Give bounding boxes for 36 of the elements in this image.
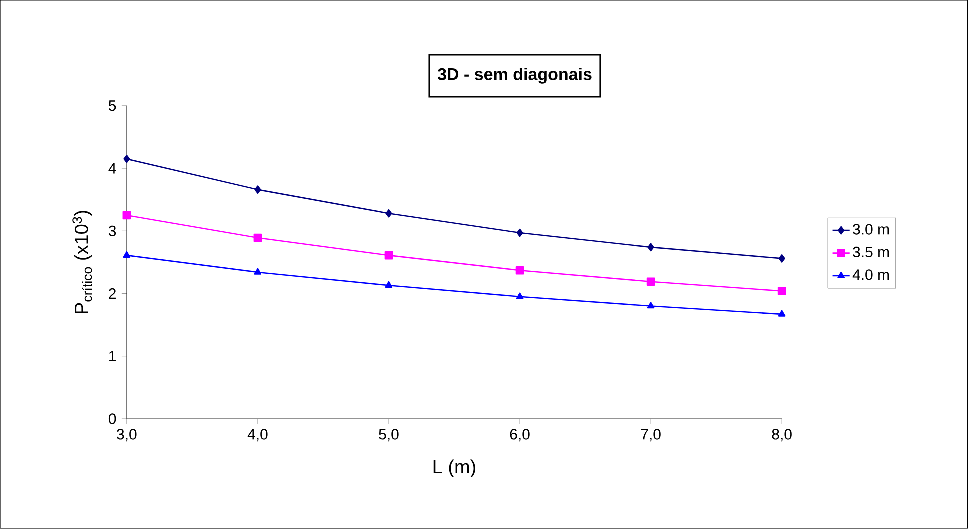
y-tick-label: 5 (108, 100, 116, 112)
point (648, 243, 654, 252)
x-tick-label: 6,0 (510, 429, 530, 442)
point (646, 278, 656, 286)
point (386, 210, 392, 218)
x-axis-title: L (m) (434, 460, 476, 478)
point (254, 234, 262, 242)
x-tick-label: 5,0 (379, 429, 399, 442)
point (778, 254, 786, 263)
y-axis-title: P$_{crítico}$ (x10$^{3}$) (72, 211, 92, 314)
y-tick-label: 2 (109, 288, 116, 300)
point (516, 266, 524, 275)
point (254, 186, 262, 194)
legend-label: 3.5 m (853, 246, 890, 258)
point (122, 211, 132, 220)
y-tick-label: 4 (108, 163, 116, 174)
point (516, 228, 524, 238)
chart-title: 3D - sem diagonais (438, 68, 592, 84)
point (778, 310, 786, 317)
point (385, 282, 393, 288)
legend-label: 3.0 m (853, 224, 890, 235)
y-tick-label: 0 (108, 414, 116, 424)
x-tick-label: 4,0 (248, 429, 268, 442)
point (516, 292, 524, 300)
x-tick-label: 8,0 (772, 429, 792, 442)
point (123, 251, 131, 258)
legend-label: 4.0 m (852, 270, 890, 280)
point (384, 251, 394, 260)
point (778, 287, 786, 296)
point (124, 155, 130, 164)
point (254, 268, 262, 275)
y-tick-label: 1 (110, 351, 116, 362)
y-tick-label: 3 (108, 226, 116, 236)
x-tick-label: 7,0 (641, 429, 661, 442)
point (647, 302, 655, 309)
x-tick-label: 3,0 (117, 429, 137, 442)
